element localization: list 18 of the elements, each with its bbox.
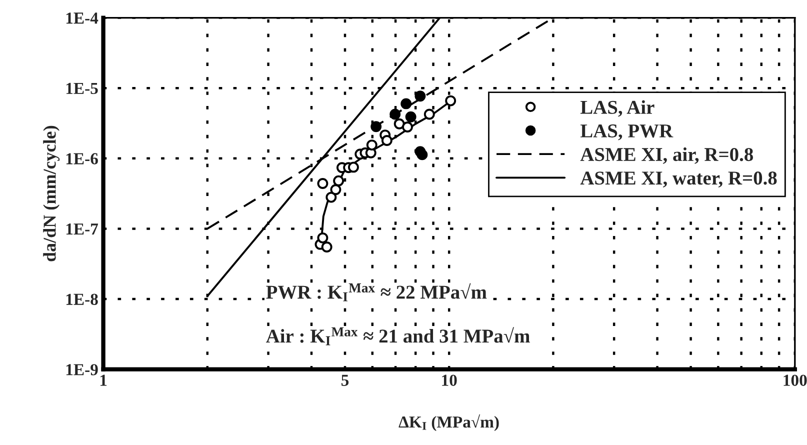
x-axis-title: ΔK$_{I}$ (MPa√m) [398,414,499,432]
y-axis-title: da/dN (mm/cycle) [43,126,60,262]
x-tick-label: 1 [100,374,107,386]
legend-label: ASME XI, water, R=0.8 [580,172,777,188]
x-tick-label: 5 [342,374,349,386]
x-tick-label: 100 [784,374,807,386]
annotation: Air : K$_{I}$$^{Max}$ ≈ 21 and 31 MPa√m [266,327,530,346]
y-tick-label: 1E-6 [66,153,98,164]
y-tick-label: 1E-9 [66,364,98,376]
y-tick-label: 1E-7 [66,224,98,235]
legend-label: LAS, Air [580,100,654,117]
legend-label: LAS, PWR [580,124,674,140]
legend-label: ASME XI, air, R=0.8 [580,147,753,164]
y-tick-label: 1E-4 [66,12,98,24]
annotation: PWR : K$_{I}$$^{Max}$ ≈ 22 MPa√m [266,283,487,302]
y-tick-label: 1E-8 [66,294,98,305]
x-tick-label: 10 [442,374,457,386]
y-tick-label: 1E-5 [66,82,98,94]
